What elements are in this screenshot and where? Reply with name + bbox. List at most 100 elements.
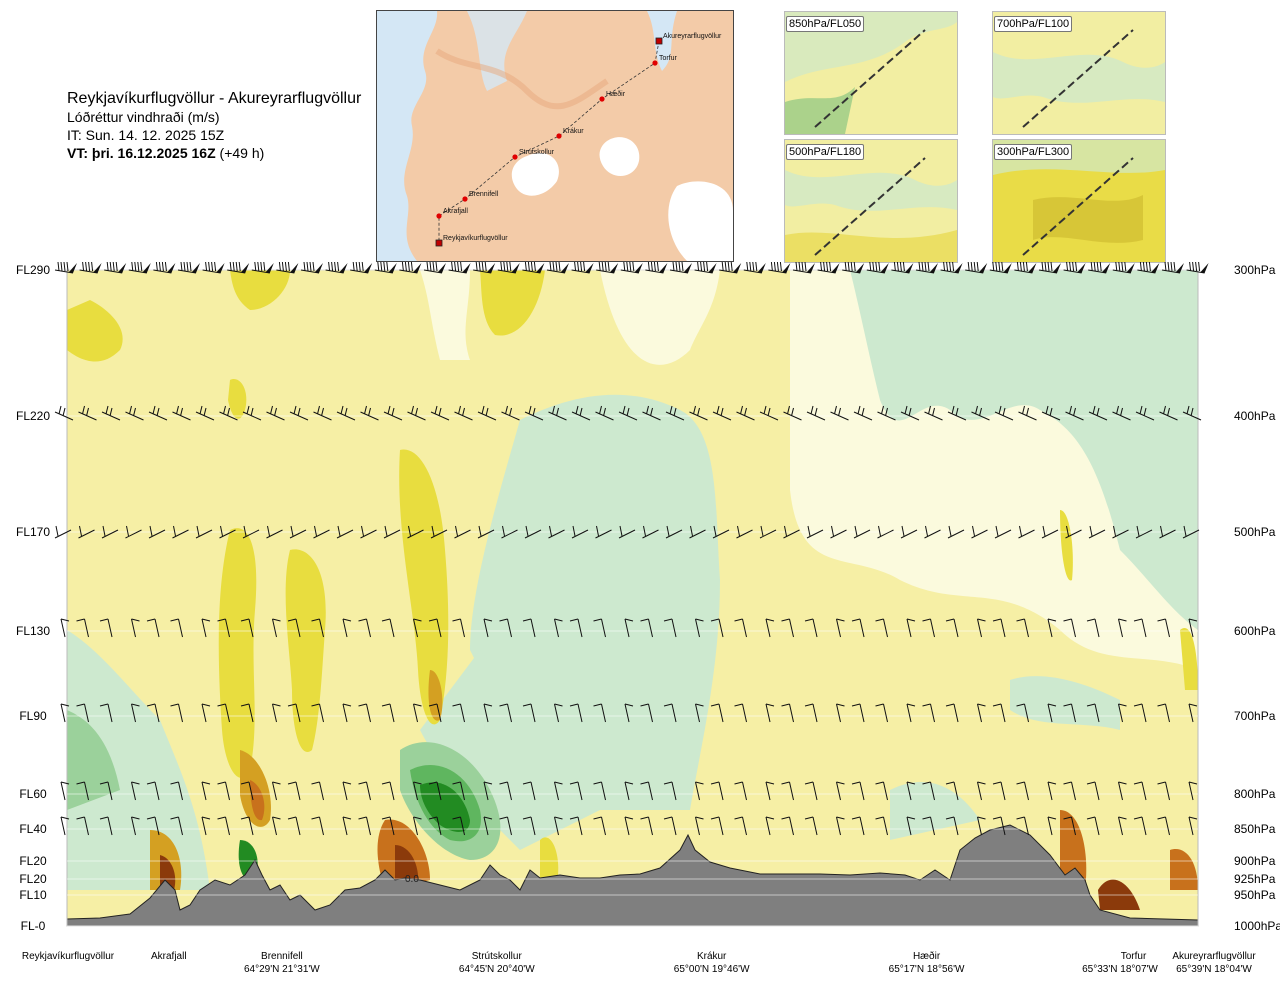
wind-barb bbox=[266, 405, 285, 421]
wind-barb bbox=[1137, 261, 1160, 274]
wind-barb bbox=[76, 703, 89, 723]
wind-barb bbox=[195, 405, 215, 421]
wind-barb bbox=[792, 261, 815, 274]
wind-barb bbox=[217, 781, 230, 801]
wind-barb bbox=[977, 618, 986, 638]
wind-barb bbox=[569, 781, 583, 801]
wind-barb bbox=[483, 703, 493, 723]
wind-barb bbox=[454, 525, 471, 539]
fl-label: FL60 bbox=[19, 787, 47, 801]
wind-barb bbox=[836, 781, 845, 801]
route-line bbox=[438, 40, 660, 243]
wind-barb bbox=[1018, 525, 1035, 539]
hpa-label: 1000hPa bbox=[1234, 919, 1280, 933]
wind-barb bbox=[242, 405, 262, 421]
wind-barb bbox=[342, 618, 352, 638]
inset-500hpa-label: 500hPa/FL180 bbox=[786, 144, 865, 160]
station-name: Reykjavíkurflugvöllur bbox=[22, 951, 115, 962]
contour-annotation: 0.0 bbox=[405, 874, 419, 885]
valid-time-text: VT: þri. 16.12.2025 16Z bbox=[67, 145, 216, 161]
fl-label: FL90 bbox=[19, 709, 47, 723]
wind-barb bbox=[146, 703, 160, 723]
airport-marker bbox=[655, 37, 663, 45]
wind-barb bbox=[1047, 781, 1057, 801]
wind-barb bbox=[499, 781, 512, 801]
map-point-label: Reykjavíkurflugvöllur bbox=[443, 235, 508, 242]
wind-barb bbox=[313, 525, 330, 539]
wind-barb bbox=[593, 703, 606, 723]
wind-barb bbox=[1088, 261, 1111, 274]
wind-barb bbox=[618, 525, 636, 539]
wind-barb bbox=[665, 525, 683, 539]
hpa-label: 900hPa bbox=[1234, 854, 1276, 868]
wind-barb bbox=[358, 781, 371, 801]
wind-barb bbox=[483, 816, 493, 836]
wind-barb bbox=[131, 703, 140, 723]
wind-barb bbox=[853, 525, 871, 539]
wind-barb bbox=[360, 525, 377, 539]
wind-barb bbox=[413, 816, 422, 836]
wind-barb bbox=[146, 781, 160, 801]
wind-barb bbox=[272, 816, 281, 836]
wind-barb bbox=[877, 525, 894, 539]
wind-barb bbox=[781, 816, 794, 836]
wind-barb bbox=[804, 816, 818, 836]
wind-barb bbox=[853, 405, 873, 421]
wind-barb bbox=[76, 816, 89, 836]
wind-barb bbox=[663, 781, 677, 801]
wind-barb bbox=[177, 261, 200, 274]
wind-barb bbox=[430, 525, 448, 539]
map-point-label: Krákur bbox=[563, 128, 584, 135]
station-name: Akrafjall bbox=[151, 951, 187, 962]
wind-barb bbox=[965, 261, 988, 274]
wind-barb bbox=[875, 703, 888, 723]
wind-barb bbox=[381, 816, 395, 836]
station-coord: 65°00'N 19°46'W bbox=[674, 964, 750, 975]
wind-barb bbox=[804, 781, 818, 801]
wind-barb bbox=[311, 618, 324, 638]
wind-barb bbox=[289, 405, 309, 421]
hpa-label: 500hPa bbox=[1234, 525, 1276, 539]
wind-barb bbox=[242, 525, 260, 539]
wind-barb bbox=[128, 261, 151, 274]
fl-label: FL10 bbox=[19, 888, 47, 902]
wind-barb bbox=[719, 261, 742, 274]
wind-barb bbox=[765, 703, 775, 723]
wind-barb bbox=[595, 525, 612, 539]
wind-barb bbox=[477, 405, 497, 421]
chart-title-block: Reykjavíkurflugvöllur - Akureyrarflugvöl… bbox=[67, 90, 361, 162]
wind-barb bbox=[325, 261, 348, 274]
wind-barb bbox=[1063, 703, 1076, 723]
wind-barb bbox=[1063, 261, 1086, 274]
wind-barb bbox=[358, 816, 371, 836]
wind-barb bbox=[569, 703, 583, 723]
wind-barb bbox=[851, 816, 865, 836]
wind-barb bbox=[413, 781, 422, 801]
wind-barb bbox=[448, 261, 471, 274]
fl-label: FL20 bbox=[19, 854, 47, 868]
wind-barb bbox=[499, 703, 512, 723]
wind-barb bbox=[736, 525, 753, 539]
wind-barb bbox=[804, 618, 818, 638]
wind-barb bbox=[781, 703, 794, 723]
wind-barb bbox=[596, 261, 619, 274]
wind-barb bbox=[272, 618, 281, 638]
wind-barb bbox=[781, 618, 794, 638]
wind-barb bbox=[227, 261, 250, 274]
waypoint-marker bbox=[652, 60, 658, 66]
wind-barb bbox=[170, 703, 183, 723]
wind-barb bbox=[817, 261, 840, 274]
wind-barb bbox=[201, 816, 211, 836]
wind-barb bbox=[1063, 781, 1076, 801]
wind-barb bbox=[736, 405, 755, 421]
hpa-label: 600hPa bbox=[1234, 624, 1276, 638]
wind-barb bbox=[522, 618, 536, 638]
wind-barb bbox=[336, 405, 356, 421]
inset-850hpa: 850hPa/FL050 bbox=[784, 11, 958, 135]
wind-barb bbox=[642, 405, 661, 421]
route-points: Akureyrarflugvöllur Torfur Hæðir Krákur Strú… bbox=[435, 33, 722, 247]
wind-barb bbox=[499, 816, 512, 836]
fl-label: FL-0 bbox=[21, 919, 46, 933]
map-point-label: Hæðir bbox=[606, 90, 626, 98]
station-name: Torfur bbox=[1121, 951, 1147, 962]
